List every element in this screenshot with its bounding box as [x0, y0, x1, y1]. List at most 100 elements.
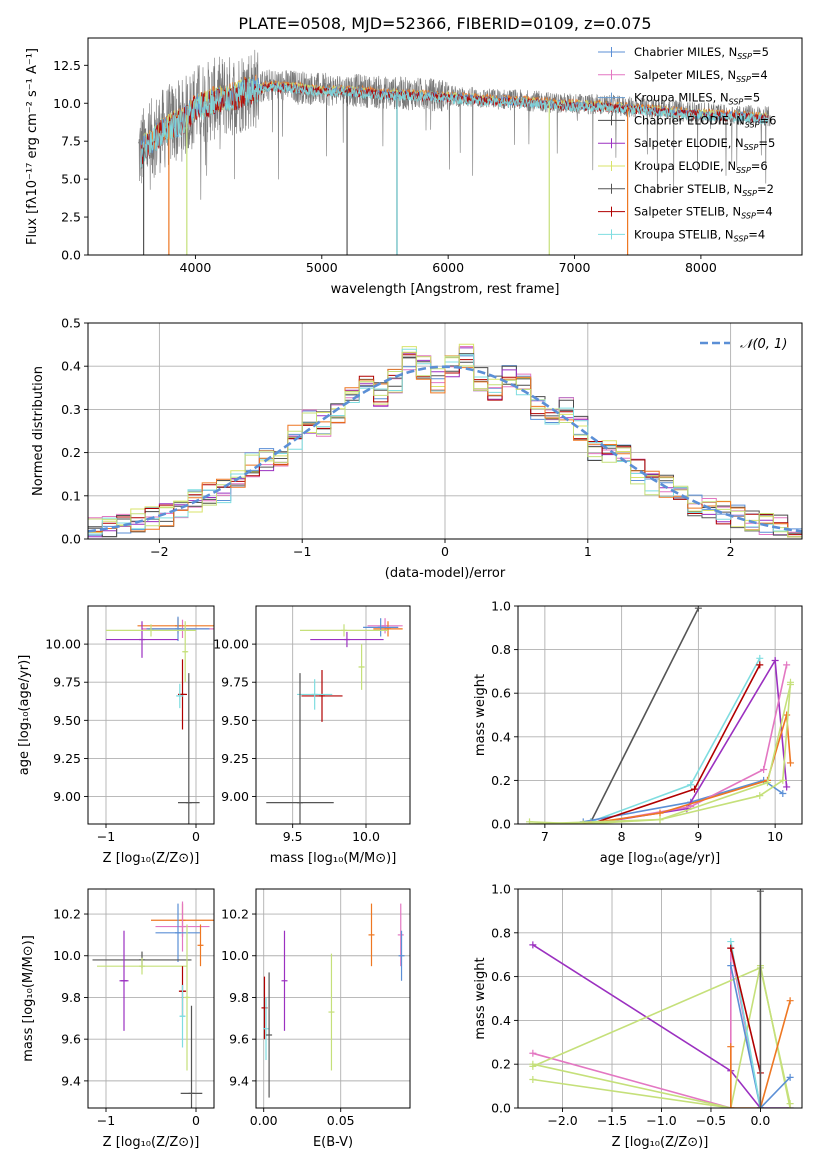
- y-axis-label: age [log₁₀(age/yr)]: [17, 655, 32, 776]
- x-tick-label: 0: [192, 829, 200, 844]
- x-tick-label: 8: [618, 829, 626, 844]
- series-marker: [756, 654, 764, 662]
- y-tick-label: 9.25: [53, 751, 81, 766]
- x-tick-label: 10.0: [352, 829, 380, 844]
- y-tick-label: 0.8: [491, 925, 511, 940]
- x-tick-label: −2: [150, 544, 168, 559]
- x-axis-label: Z [log₁₀(Z/Z⊙)]: [103, 851, 200, 866]
- series-marker: [526, 818, 534, 824]
- x-tick-label: −2.0: [547, 1113, 577, 1128]
- y-tick-label: 2.5: [61, 210, 81, 225]
- x-axis-label: wavelength [Angstrom, rest frame]: [331, 282, 560, 297]
- series-marker: [727, 1043, 735, 1051]
- series-line: [532, 1078, 731, 1108]
- y-tick-label: 9.4: [61, 1073, 81, 1088]
- y-tick-label: 0.6: [491, 969, 511, 984]
- series-line: [590, 657, 788, 824]
- age_vs_Z-plot: [106, 616, 214, 824]
- y-tick-label: 0.2: [491, 773, 511, 788]
- series-marker: [760, 766, 768, 773]
- legend-label: Salpeter MILES, NSSP=4: [634, 68, 768, 84]
- series-marker: [783, 783, 791, 791]
- legend-label: Salpeter STELIB, NSSP=4: [634, 205, 773, 221]
- y-tick-label: 9.4: [229, 1073, 249, 1088]
- series-marker: [529, 1076, 537, 1084]
- series-marker: [727, 944, 735, 952]
- x-tick-label: 0.05: [327, 1113, 355, 1128]
- y-tick-label: 0.2: [491, 1057, 511, 1072]
- y-axis-label: Flux [fλ10⁻¹⁷ erg cm⁻² s⁻¹ A⁻¹]: [25, 48, 40, 245]
- series-marker: [783, 661, 791, 669]
- series-marker: [763, 779, 771, 787]
- spectrum-plot: [138, 49, 771, 255]
- age_vs_mass-plot: [266, 618, 403, 824]
- y-tick-label: 9.75: [53, 675, 81, 690]
- spectrum-axes: 4000 5000 6000 7000 8000 0.0 2.5 5.0 7.5 10.0 12.5…: [25, 48, 717, 297]
- y-axis-label: mass weight: [473, 957, 488, 1039]
- y-tick-label: 10.00: [213, 637, 249, 652]
- legend-label: 𝒩(0, 1): [740, 337, 787, 352]
- series-line: [730, 947, 762, 1074]
- age_vs_Z-frame: [87, 605, 215, 825]
- x-tick-label: 7000: [559, 260, 591, 275]
- y-tick-label: 10.00: [45, 637, 81, 652]
- y-tick-label: 9.00: [221, 789, 249, 804]
- y-tick-label: 9.50: [53, 713, 81, 728]
- y-tick-label: 0.0: [491, 1101, 511, 1116]
- x-axis-label: (data-model)/error: [385, 566, 506, 581]
- series-marker: [727, 938, 735, 946]
- x-tick-label: 8000: [685, 260, 717, 275]
- y-tick-label: 9.8: [229, 990, 249, 1005]
- y-tick-label: 10.2: [53, 907, 81, 922]
- series-marker: [779, 776, 787, 784]
- series-marker: [727, 1104, 735, 1108]
- mass_vs_Z-axes: −1 0 9.4 9.6 9.8 10.0 10.2 Z [log₁₀(Z/Z⊙)] mass …: [21, 889, 214, 1150]
- x-axis-label: Z [log₁₀(Z/Z⊙)]: [612, 1135, 709, 1150]
- massweight_vs_age-axes: 7 8 9 10 0.0 0.2 0.4 0.6 0.8 1.0 age [log₁₀(age/yr…: [473, 599, 802, 866]
- age_vs_mass-axes: 9.5 10.0 9.00 9.25 9.50 9.75 10.00 mass [log₁₀(…: [213, 606, 410, 866]
- x-tick-label: 9.5: [283, 829, 303, 844]
- y-tick-label: 9.50: [221, 713, 249, 728]
- residual-histogram: [88, 352, 802, 538]
- massweight_vs_Z-axes: −2.0 −1.5 −1.0 −0.5 0.0 0.0 0.2 0.4 0.6 0.8 1.0 Z […: [473, 882, 802, 1150]
- series-line: [730, 1000, 791, 1108]
- x-tick-label: −1.5: [597, 1113, 627, 1128]
- legend-label: Salpeter ELODIE, NSSP=5: [634, 136, 775, 152]
- y-tick-label: 0.6: [491, 686, 511, 701]
- y-tick-label: 10.0: [221, 948, 249, 963]
- y-tick-label: 0.0: [61, 532, 81, 547]
- x-tick-label: 6000: [432, 260, 464, 275]
- legend-label: Chabrier STELIB, NSSP=2: [634, 182, 774, 198]
- residual-histogram: [88, 351, 802, 538]
- age_vs_Z-axes: −1 0 9.00 9.25 9.50 9.75 10.00 Z [log₁₀(Z/Z⊙)] a…: [17, 606, 214, 866]
- series-line: [590, 607, 700, 823]
- y-tick-label: 0.2: [61, 445, 81, 460]
- y-tick-label: 5.0: [61, 172, 81, 187]
- series-marker: [529, 1062, 537, 1070]
- x-tick-label: −1: [293, 544, 311, 559]
- y-axis-label: Normed distribution: [31, 366, 46, 496]
- y-tick-label: 7.5: [61, 134, 81, 149]
- figure-title: PLATE=0508, MJD=52366, FIBERID=0109, z=0…: [238, 14, 651, 33]
- x-tick-label: 1: [584, 544, 592, 559]
- series-marker: [756, 889, 764, 895]
- mass_vs_ebv-frame: [255, 888, 411, 1109]
- series-marker: [579, 820, 587, 824]
- series-marker: [786, 1073, 794, 1081]
- massweight_vs_Z-frame: [517, 888, 803, 1109]
- y-axis-label: mass [log₁₀(M/M⊙)]: [21, 935, 36, 1062]
- x-tick-label: −1.0: [646, 1113, 676, 1128]
- series-marker: [786, 759, 794, 767]
- legend-label: Kroupa MILES, NSSP=5: [634, 91, 760, 107]
- series-marker: [691, 785, 699, 793]
- series-marker: [783, 711, 791, 719]
- mass_vs_Z-frame: [87, 888, 215, 1109]
- y-tick-label: 9.6: [229, 1032, 249, 1047]
- legend-label: Kroupa STELIB, NSSP=4: [634, 227, 765, 243]
- x-tick-label: 0: [441, 544, 449, 559]
- y-tick-label: 0.0: [61, 248, 81, 263]
- massweight_vs_age-frame: [517, 605, 803, 825]
- x-tick-label: 0: [192, 1113, 200, 1128]
- y-tick-label: 0.4: [491, 729, 511, 744]
